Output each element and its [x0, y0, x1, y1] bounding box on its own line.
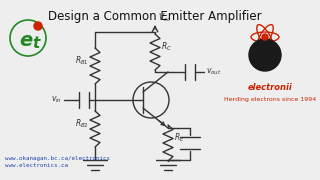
- Circle shape: [262, 34, 268, 40]
- Text: e: e: [20, 30, 33, 50]
- Text: Herding electrons since 1994: Herding electrons since 1994: [224, 98, 316, 102]
- Text: $R_{B1}$: $R_{B1}$: [75, 55, 89, 67]
- Circle shape: [34, 22, 42, 30]
- Text: t: t: [32, 35, 40, 51]
- Text: www.okanagan.bc.ca/electronics
www.electronics.ca: www.okanagan.bc.ca/electronics www.elect…: [5, 156, 110, 168]
- Circle shape: [249, 39, 281, 71]
- Text: $R_{B2}$: $R_{B2}$: [75, 118, 89, 130]
- Text: $V_{cc}$: $V_{cc}$: [158, 12, 171, 24]
- Text: $R_C$: $R_C$: [161, 41, 172, 53]
- Text: $R_E$: $R_E$: [174, 132, 185, 144]
- Text: electronii: electronii: [248, 84, 292, 93]
- Text: $v_{in}$: $v_{in}$: [51, 95, 62, 105]
- Text: Design a Common Emitter Amplifier: Design a Common Emitter Amplifier: [48, 10, 262, 23]
- Text: $v_{out}$: $v_{out}$: [206, 67, 221, 77]
